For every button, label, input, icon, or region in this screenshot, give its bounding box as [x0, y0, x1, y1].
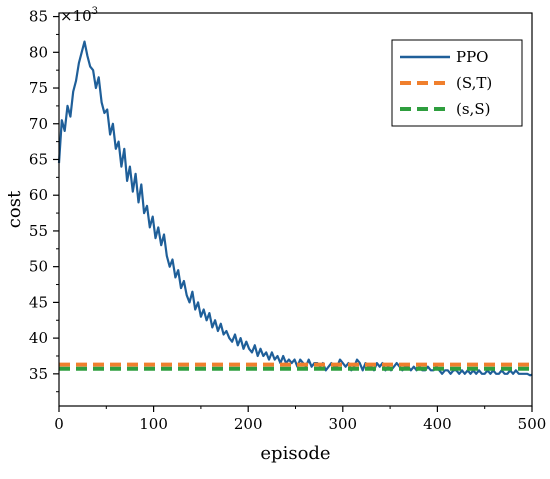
x-axis: 0 100 200 300 400 500	[54, 406, 546, 433]
y-tick-label: 50	[29, 258, 48, 276]
x-tick-label: 200	[234, 415, 263, 433]
plot-area	[57, 40, 533, 377]
legend-label: PPO	[456, 48, 488, 66]
x-tick-label: 0	[54, 415, 64, 433]
x-tick-label: 500	[518, 415, 547, 433]
y-tick-label: 80	[29, 43, 48, 61]
legend: PPO (S,T) (s,S)	[391, 39, 523, 127]
y-tick-label: 60	[29, 186, 48, 204]
legend-label: (s,S)	[456, 100, 490, 118]
x-tick-label: 400	[423, 415, 452, 433]
y-tick-label: 55	[29, 222, 48, 240]
y-axis-multiplier-exponent: 3	[92, 6, 98, 17]
legend-label: (S,T)	[456, 74, 492, 92]
x-axis-title: episode	[260, 443, 330, 464]
y-tick-label: 75	[29, 79, 48, 97]
y-tick-label: 40	[29, 329, 48, 347]
y-axis-multiplier: ×103	[60, 6, 98, 25]
x-tick-label: 100	[139, 415, 168, 433]
y-tick-label: 35	[29, 365, 48, 383]
y-tick-label: 45	[29, 293, 48, 311]
x-tick-label: 300	[328, 415, 357, 433]
y-axis: 35 40 45 50 55 60 65 70 75 80 85	[29, 8, 59, 393]
y-tick-label: 70	[29, 115, 48, 133]
y-axis-multiplier-base: ×10	[60, 7, 92, 25]
y-tick-label: 85	[29, 8, 48, 26]
legend-box	[391, 39, 523, 127]
y-axis-title: cost	[4, 190, 25, 228]
y-tick-label: 65	[29, 150, 48, 168]
